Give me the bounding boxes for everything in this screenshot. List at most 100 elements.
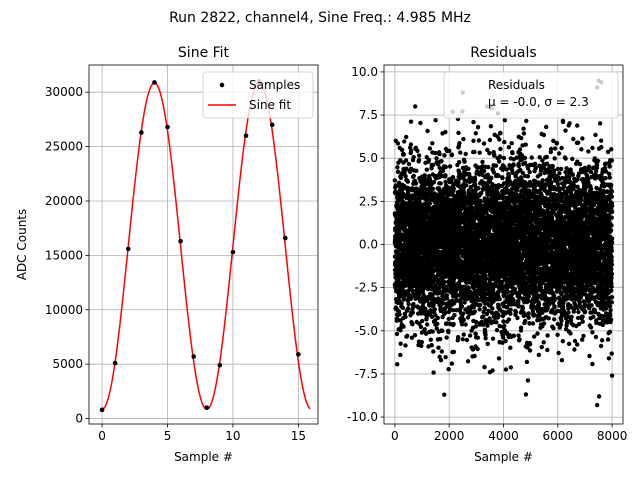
sine-fit-panel: 0 5 10 15050001000015000200002500030000Sine… bbox=[15, 45, 319, 464]
residual-point bbox=[449, 152, 455, 157]
residual-point bbox=[409, 335, 415, 340]
residual-point bbox=[419, 343, 424, 349]
residual-point bbox=[447, 148, 452, 153]
axes-frame bbox=[88, 64, 319, 425]
residual-point bbox=[523, 318, 528, 324]
y-tick-label: 15000 bbox=[45, 248, 83, 262]
residual-point bbox=[508, 307, 513, 312]
residual-point bbox=[430, 329, 435, 334]
residual-point bbox=[412, 333, 418, 338]
residual-point bbox=[472, 353, 477, 359]
residual-point bbox=[422, 217, 427, 222]
residual-point bbox=[522, 155, 528, 161]
residual-point bbox=[511, 333, 516, 338]
residual-point bbox=[409, 148, 414, 154]
residual-point bbox=[446, 329, 451, 335]
residual-point bbox=[481, 314, 486, 319]
residual-point bbox=[427, 197, 433, 203]
residual-point bbox=[509, 141, 514, 146]
residual-point bbox=[430, 186, 436, 191]
sample-point bbox=[139, 130, 144, 135]
residual-point bbox=[485, 323, 490, 328]
residual-point bbox=[487, 151, 492, 156]
residual-point bbox=[525, 378, 531, 383]
x-tick-label: 5 bbox=[164, 429, 172, 443]
residual-point bbox=[497, 137, 502, 142]
sample-point bbox=[269, 122, 275, 128]
sample-point bbox=[125, 246, 131, 252]
residual-point bbox=[451, 349, 457, 355]
residual-point bbox=[508, 311, 513, 316]
residual-point bbox=[400, 305, 405, 310]
sample-point bbox=[243, 133, 249, 139]
residual-point bbox=[511, 163, 516, 168]
residual-point bbox=[451, 321, 456, 327]
residual-point bbox=[463, 322, 468, 327]
residual-point bbox=[516, 333, 521, 338]
residual-point bbox=[515, 315, 520, 321]
residual-point bbox=[404, 134, 409, 140]
residual-point bbox=[401, 297, 407, 302]
residual-point bbox=[438, 181, 443, 186]
residual-point bbox=[485, 341, 490, 347]
residual-point bbox=[395, 169, 401, 174]
sample-point bbox=[99, 407, 105, 413]
residual-point bbox=[408, 142, 414, 147]
y-tick-label: 0 bbox=[75, 412, 83, 426]
residual-point bbox=[427, 201, 433, 206]
residual-point bbox=[477, 307, 482, 312]
residual-point bbox=[516, 299, 521, 304]
residual-point bbox=[471, 119, 476, 125]
residual-point bbox=[451, 186, 456, 191]
residual-point bbox=[398, 158, 403, 163]
residual-point bbox=[458, 150, 463, 155]
residual-point bbox=[516, 303, 521, 308]
x-tick-label: 10 bbox=[225, 429, 240, 443]
residual-point bbox=[500, 175, 505, 181]
residual-point bbox=[410, 322, 415, 327]
residual-point bbox=[446, 367, 451, 372]
sample-point bbox=[152, 80, 157, 85]
residual-point bbox=[457, 141, 462, 146]
residual-point bbox=[511, 298, 516, 303]
residual-point bbox=[397, 312, 402, 317]
residual-point bbox=[470, 205, 475, 211]
sample-point bbox=[282, 235, 288, 241]
residual-point bbox=[393, 183, 398, 188]
residual-point bbox=[503, 338, 508, 344]
residual-point bbox=[425, 298, 430, 303]
residual-point bbox=[443, 173, 448, 178]
residual-points bbox=[392, 78, 615, 408]
residual-point bbox=[435, 315, 440, 321]
residual-point bbox=[475, 125, 481, 130]
figure-suptitle: Run 2822, channel4, Sine Freq.: 4.985 MH… bbox=[169, 10, 471, 26]
residual-point bbox=[478, 198, 483, 204]
residuals-panel: 0 2000 4000 6000 8000-10.0-7.5-5.0-2.50.02.5… bbox=[347, 45, 627, 464]
residual-point bbox=[525, 174, 531, 179]
residual-point bbox=[487, 137, 493, 143]
residual-point bbox=[523, 142, 528, 147]
residual-point bbox=[477, 150, 482, 155]
residual-point bbox=[398, 328, 403, 333]
residual-point bbox=[421, 292, 426, 298]
residual-point bbox=[395, 362, 400, 367]
x-tick-label: 15 bbox=[291, 429, 306, 443]
residual-point bbox=[416, 153, 422, 158]
residual-point bbox=[431, 370, 436, 375]
residual-point bbox=[437, 174, 442, 180]
plot-area bbox=[392, 78, 615, 408]
residual-point bbox=[395, 165, 400, 170]
residual-point bbox=[398, 175, 404, 181]
y-axis-label: ADC Counts bbox=[15, 209, 29, 281]
residual-point bbox=[406, 161, 412, 167]
sample-point bbox=[178, 238, 183, 244]
residual-point bbox=[502, 323, 507, 328]
x-tick-label: 0 bbox=[98, 429, 106, 443]
residual-point bbox=[444, 335, 449, 340]
residual-point bbox=[402, 170, 407, 175]
residual-point bbox=[416, 157, 422, 163]
sample-point bbox=[217, 362, 223, 368]
residual-point bbox=[508, 365, 513, 370]
residual-point bbox=[476, 138, 482, 143]
residual-point bbox=[430, 141, 435, 146]
